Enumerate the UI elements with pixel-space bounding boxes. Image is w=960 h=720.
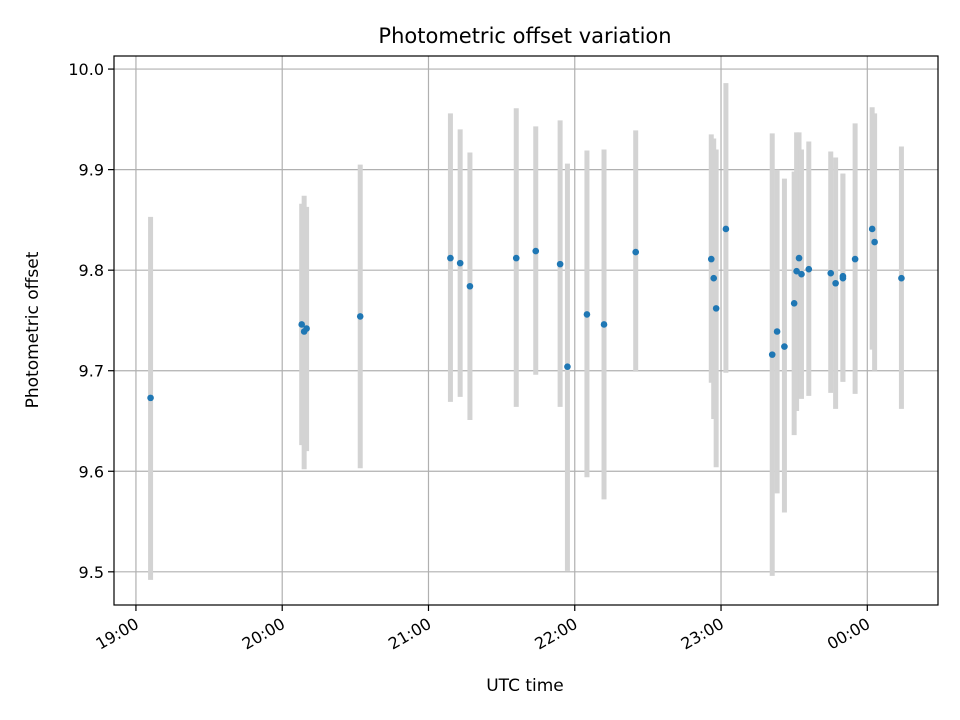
data-point [600,321,608,328]
data-point [868,225,876,233]
data-point [583,311,591,318]
y-tick-label: 9.7 [79,362,104,381]
x-tick-label: 20:00 [239,614,288,654]
y-axis-label: Photometric offset [23,251,43,408]
data-point [466,282,474,290]
plot-frame [113,55,939,606]
grid-lines [114,56,938,605]
data-point [773,328,781,335]
x-tick-label: 23:00 [678,614,727,654]
data-point [447,254,454,262]
x-tick-label: 19:00 [93,614,142,654]
data-point [795,254,803,262]
x-tick-label: 21:00 [385,614,434,654]
data-point [564,363,571,370]
data-point [356,313,364,320]
data-point [722,225,730,233]
data-point [798,270,805,278]
data-point [898,274,905,282]
error-bars [148,83,904,580]
y-tick-label: 9.5 [79,563,104,582]
data-point [298,321,306,328]
data-point [851,255,859,263]
chart-title: Photometric offset variation [378,24,671,48]
data-points [147,225,905,402]
data-point [790,300,798,307]
data-point [712,305,720,312]
y-tick-label: 9.6 [79,462,104,481]
data-point [456,259,464,267]
data-point [768,351,776,358]
x-tick-label: 22:00 [531,614,580,654]
y-tick-label: 9.8 [79,261,104,280]
x-tick-label: 00:00 [824,614,873,654]
y-axis-ticks: 9.5 9.6 9.7 9.8 9.9 10.0 [68,60,114,582]
data-point [707,255,715,263]
data-point [781,343,788,350]
data-point [303,325,310,332]
data-point [805,265,813,273]
data-point [556,260,564,268]
y-tick-label: 10.0 [68,60,104,79]
data-point [793,267,800,275]
x-axis-ticks: 19:00 20:00 21:00 22:00 23:00 00:00 [93,605,873,654]
data-point [871,238,878,246]
data-point [827,269,835,277]
y-tick-label: 9.9 [79,161,104,180]
data-point [710,274,718,282]
x-axis-label: UTC time [486,676,564,696]
data-point [632,248,640,256]
data-point [839,274,847,282]
data-point [147,394,154,402]
data-point [512,254,520,262]
data-point [832,279,839,287]
data-point [532,247,540,255]
